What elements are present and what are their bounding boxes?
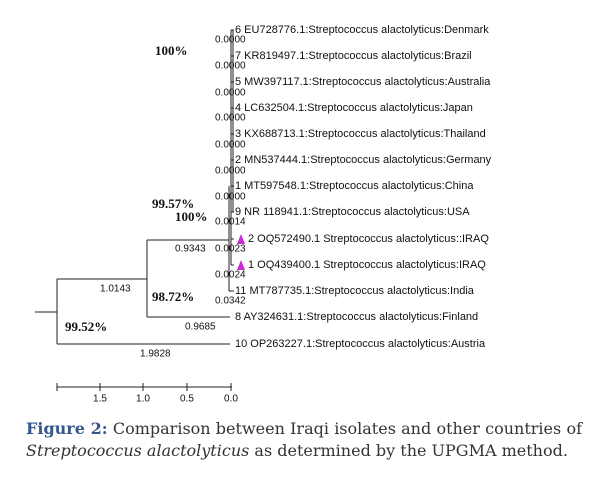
leaf-label: 5 MW397117.1:Streptococcus alactolyticus… xyxy=(235,76,491,88)
leaf-label: 1 MT597548.1:Streptococcus alactolyticus… xyxy=(235,180,474,192)
caption-label: Figure 2: xyxy=(26,419,108,438)
branch-length: 0.9685 xyxy=(185,322,216,333)
leaf-label: 11 MT787735.1:Streptococcus alactolyticu… xyxy=(235,285,475,297)
scale-tick-label: 0.5 xyxy=(180,394,194,405)
branch-length: 1.0143 xyxy=(100,284,131,295)
branches xyxy=(35,30,234,391)
bootstrap-support: 98.72% xyxy=(152,289,194,304)
iraq-marker xyxy=(237,260,245,270)
branch-length: 0.0014 xyxy=(215,217,246,228)
iraq-marker xyxy=(237,234,245,244)
branch-length: 0.0000 xyxy=(215,166,246,177)
caption-text: Comparison between Iraqi isolates and ot… xyxy=(107,419,582,438)
leaf-label: 7 KR819497.1:Streptococcus alactolyticus… xyxy=(235,50,472,62)
leaf-label: 8 AY324631.1:Streptococcus alactolyticus… xyxy=(235,311,478,323)
branch-length: 0.9343 xyxy=(175,244,206,255)
branch-length: 0.0023 xyxy=(215,244,246,255)
branch-length: 0.0000 xyxy=(215,113,246,124)
bootstrap-support: 100% xyxy=(155,43,188,58)
caption-text: as determined by the UPGMA method. xyxy=(249,441,568,460)
leaf-label: 10 OP263227.1:Streptococcus alactolyticu… xyxy=(235,338,486,350)
leaf-label: 2 OQ572490.1 Streptococcus alactolyticus… xyxy=(248,233,489,245)
branch-length: 0.0000 xyxy=(215,35,246,46)
scale-tick-label: 0.0 xyxy=(224,394,238,405)
leaf-label: 4 LC632504.1:Streptococcus alactolyticus… xyxy=(235,102,473,114)
branch-length: 1.9828 xyxy=(140,349,171,360)
bootstrap-support: 100% xyxy=(175,209,208,224)
branch-length: 0.0000 xyxy=(215,88,246,99)
leaf-label: 1 OQ439400.1 Streptococcus alactolyticus… xyxy=(248,259,486,271)
branch-length: 0.0342 xyxy=(215,296,246,307)
scale-tick-label: 1.5 xyxy=(93,394,107,405)
figure-caption: Figure 2: Comparison between Iraqi isola… xyxy=(26,418,582,462)
branch-length: 0.0024 xyxy=(215,270,246,281)
leaf-label: 3 KX688713.1:Streptococcus alactolyticus… xyxy=(235,128,486,140)
branch-length: 0.0000 xyxy=(215,192,246,203)
bootstrap-support: 99.52% xyxy=(65,319,107,334)
leaf-label: 2 MN537444.1:Streptococcus alactolyticus… xyxy=(235,154,492,166)
leaf-label: 9 NR 118941.1:Streptococcus alactolyticu… xyxy=(235,206,470,218)
tree-diagram: 6 EU728776.1:Streptococcus alactolyticus… xyxy=(35,24,492,405)
branch-length: 0.0000 xyxy=(215,61,246,72)
scale-tick-label: 1.0 xyxy=(136,394,150,405)
caption-species: Streptococcus alactolyticus xyxy=(26,441,250,460)
bootstrap-support: 99.57% xyxy=(152,196,194,211)
leaf-label: 6 EU728776.1:Streptococcus alactolyticus… xyxy=(235,24,489,36)
branch-length: 0.0000 xyxy=(215,140,246,151)
